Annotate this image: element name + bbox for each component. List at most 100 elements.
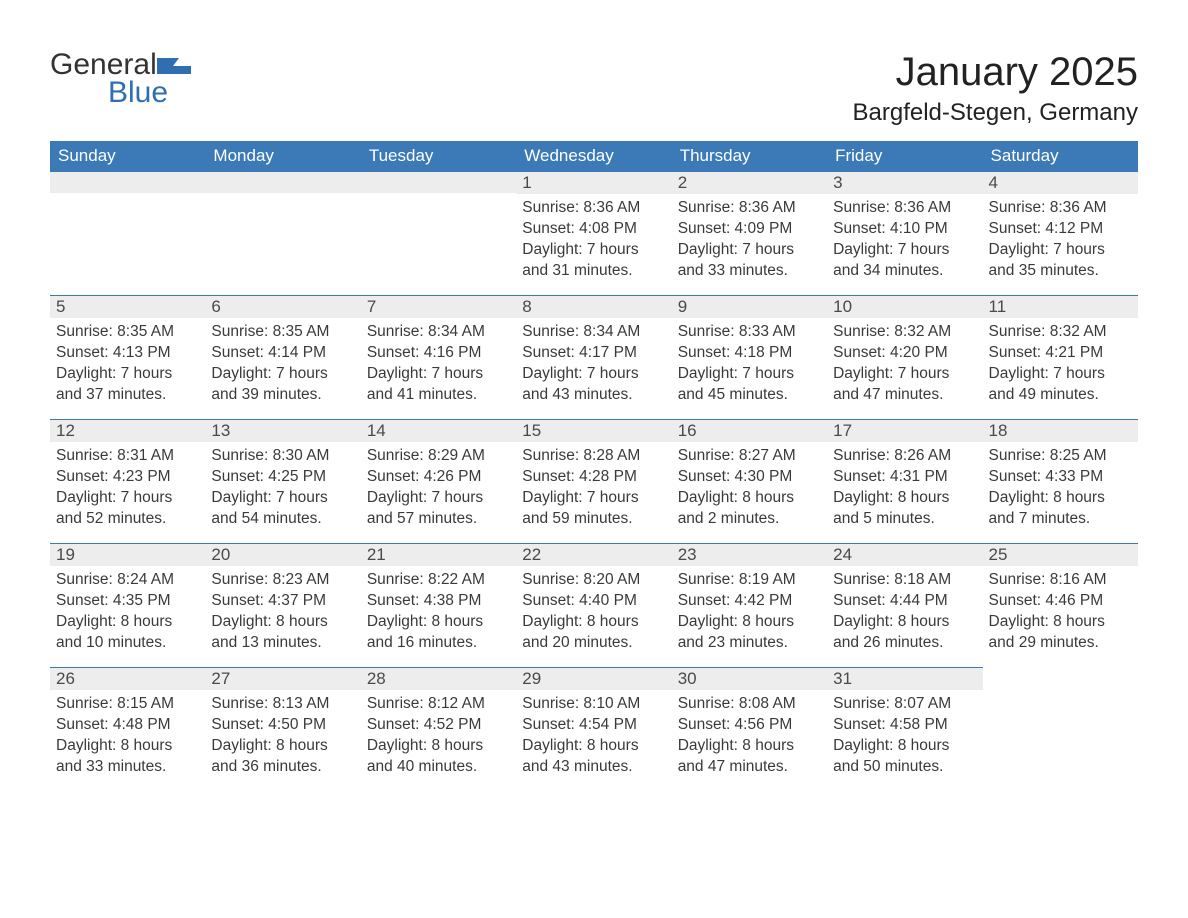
day-data: Sunrise: 8:32 AMSunset: 4:21 PMDaylight:…: [983, 318, 1138, 412]
weekday-header-row: SundayMondayTuesdayWednesdayThursdayFrid…: [50, 141, 1138, 171]
calendar-cell: 26Sunrise: 8:15 AMSunset: 4:48 PMDayligh…: [50, 667, 205, 791]
calendar-cell: 5Sunrise: 8:35 AMSunset: 4:13 PMDaylight…: [50, 295, 205, 419]
day-number: 3: [827, 171, 982, 194]
day-data: Sunrise: 8:35 AMSunset: 4:13 PMDaylight:…: [50, 318, 205, 412]
day-number: 28: [361, 667, 516, 690]
day-number: 10: [827, 295, 982, 318]
day-number: 18: [983, 419, 1138, 442]
empty-cell: [50, 171, 205, 193]
day-number: 13: [205, 419, 360, 442]
day-number: 16: [672, 419, 827, 442]
day-number: 14: [361, 419, 516, 442]
logo-text: General Blue: [50, 50, 191, 108]
calendar-week: 5Sunrise: 8:35 AMSunset: 4:13 PMDaylight…: [50, 295, 1138, 419]
calendar-week: 19Sunrise: 8:24 AMSunset: 4:35 PMDayligh…: [50, 543, 1138, 667]
calendar-cell: [205, 171, 360, 295]
location: Bargfeld-Stegen, Germany: [853, 99, 1138, 127]
calendar-cell: [361, 171, 516, 295]
day-data: Sunrise: 8:23 AMSunset: 4:37 PMDaylight:…: [205, 566, 360, 660]
header: General Blue January 2025 Bargfeld-Stege…: [50, 50, 1138, 127]
calendar-cell: 25Sunrise: 8:16 AMSunset: 4:46 PMDayligh…: [983, 543, 1138, 667]
day-data: Sunrise: 8:08 AMSunset: 4:56 PMDaylight:…: [672, 690, 827, 784]
day-data: Sunrise: 8:36 AMSunset: 4:12 PMDaylight:…: [983, 194, 1138, 288]
calendar-cell: 23Sunrise: 8:19 AMSunset: 4:42 PMDayligh…: [672, 543, 827, 667]
day-number: 19: [50, 543, 205, 566]
calendar-cell: 6Sunrise: 8:35 AMSunset: 4:14 PMDaylight…: [205, 295, 360, 419]
day-data: Sunrise: 8:36 AMSunset: 4:09 PMDaylight:…: [672, 194, 827, 288]
calendar-cell: 16Sunrise: 8:27 AMSunset: 4:30 PMDayligh…: [672, 419, 827, 543]
day-data: Sunrise: 8:28 AMSunset: 4:28 PMDaylight:…: [516, 442, 671, 536]
day-data: Sunrise: 8:12 AMSunset: 4:52 PMDaylight:…: [361, 690, 516, 784]
logo-blue: Blue: [50, 78, 191, 108]
calendar-cell: 30Sunrise: 8:08 AMSunset: 4:56 PMDayligh…: [672, 667, 827, 791]
day-number: 5: [50, 295, 205, 318]
calendar-cell: [50, 171, 205, 295]
day-data: Sunrise: 8:10 AMSunset: 4:54 PMDaylight:…: [516, 690, 671, 784]
day-data: Sunrise: 8:24 AMSunset: 4:35 PMDaylight:…: [50, 566, 205, 660]
day-data: Sunrise: 8:36 AMSunset: 4:10 PMDaylight:…: [827, 194, 982, 288]
day-number: 27: [205, 667, 360, 690]
calendar-table: SundayMondayTuesdayWednesdayThursdayFrid…: [50, 141, 1138, 791]
calendar-cell: 18Sunrise: 8:25 AMSunset: 4:33 PMDayligh…: [983, 419, 1138, 543]
calendar-cell: 28Sunrise: 8:12 AMSunset: 4:52 PMDayligh…: [361, 667, 516, 791]
flag-icon: [157, 52, 191, 74]
calendar-cell: 27Sunrise: 8:13 AMSunset: 4:50 PMDayligh…: [205, 667, 360, 791]
day-number: 9: [672, 295, 827, 318]
weekday-header: Monday: [205, 141, 360, 171]
day-data: Sunrise: 8:27 AMSunset: 4:30 PMDaylight:…: [672, 442, 827, 536]
day-number: 17: [827, 419, 982, 442]
calendar-cell: 7Sunrise: 8:34 AMSunset: 4:16 PMDaylight…: [361, 295, 516, 419]
calendar-cell: 10Sunrise: 8:32 AMSunset: 4:20 PMDayligh…: [827, 295, 982, 419]
day-number: 30: [672, 667, 827, 690]
day-number: 24: [827, 543, 982, 566]
day-number: 26: [50, 667, 205, 690]
calendar-cell: 31Sunrise: 8:07 AMSunset: 4:58 PMDayligh…: [827, 667, 982, 791]
day-number: 6: [205, 295, 360, 318]
day-number: 4: [983, 171, 1138, 194]
calendar-cell: 14Sunrise: 8:29 AMSunset: 4:26 PMDayligh…: [361, 419, 516, 543]
day-data: Sunrise: 8:32 AMSunset: 4:20 PMDaylight:…: [827, 318, 982, 412]
day-number: 11: [983, 295, 1138, 318]
calendar-cell: 8Sunrise: 8:34 AMSunset: 4:17 PMDaylight…: [516, 295, 671, 419]
weekday-header: Tuesday: [361, 141, 516, 171]
day-number: 31: [827, 667, 982, 690]
title-block: January 2025 Bargfeld-Stegen, Germany: [853, 50, 1138, 127]
calendar-cell: 11Sunrise: 8:32 AMSunset: 4:21 PMDayligh…: [983, 295, 1138, 419]
empty-cell: [205, 171, 360, 193]
calendar-week: 1Sunrise: 8:36 AMSunset: 4:08 PMDaylight…: [50, 171, 1138, 295]
calendar-cell: 24Sunrise: 8:18 AMSunset: 4:44 PMDayligh…: [827, 543, 982, 667]
calendar-cell: 4Sunrise: 8:36 AMSunset: 4:12 PMDaylight…: [983, 171, 1138, 295]
day-data: Sunrise: 8:30 AMSunset: 4:25 PMDaylight:…: [205, 442, 360, 536]
calendar-cell: 13Sunrise: 8:30 AMSunset: 4:25 PMDayligh…: [205, 419, 360, 543]
calendar-week: 26Sunrise: 8:15 AMSunset: 4:48 PMDayligh…: [50, 667, 1138, 791]
empty-cell: [361, 171, 516, 193]
calendar-cell: 19Sunrise: 8:24 AMSunset: 4:35 PMDayligh…: [50, 543, 205, 667]
day-number: 21: [361, 543, 516, 566]
day-data: Sunrise: 8:34 AMSunset: 4:16 PMDaylight:…: [361, 318, 516, 412]
calendar-cell: 29Sunrise: 8:10 AMSunset: 4:54 PMDayligh…: [516, 667, 671, 791]
day-number: 7: [361, 295, 516, 318]
calendar-cell: 3Sunrise: 8:36 AMSunset: 4:10 PMDaylight…: [827, 171, 982, 295]
day-number: 20: [205, 543, 360, 566]
calendar-week: 12Sunrise: 8:31 AMSunset: 4:23 PMDayligh…: [50, 419, 1138, 543]
day-data: Sunrise: 8:07 AMSunset: 4:58 PMDaylight:…: [827, 690, 982, 784]
day-data: Sunrise: 8:34 AMSunset: 4:17 PMDaylight:…: [516, 318, 671, 412]
day-number: 2: [672, 171, 827, 194]
calendar-cell: 1Sunrise: 8:36 AMSunset: 4:08 PMDaylight…: [516, 171, 671, 295]
logo: General Blue: [50, 50, 191, 108]
day-data: Sunrise: 8:29 AMSunset: 4:26 PMDaylight:…: [361, 442, 516, 536]
calendar-cell: [983, 667, 1138, 791]
calendar-cell: 2Sunrise: 8:36 AMSunset: 4:09 PMDaylight…: [672, 171, 827, 295]
day-data: Sunrise: 8:22 AMSunset: 4:38 PMDaylight:…: [361, 566, 516, 660]
day-data: Sunrise: 8:31 AMSunset: 4:23 PMDaylight:…: [50, 442, 205, 536]
weekday-header: Sunday: [50, 141, 205, 171]
day-number: 15: [516, 419, 671, 442]
weekday-header: Friday: [827, 141, 982, 171]
day-data: Sunrise: 8:13 AMSunset: 4:50 PMDaylight:…: [205, 690, 360, 784]
weekday-header: Wednesday: [516, 141, 671, 171]
day-data: Sunrise: 8:36 AMSunset: 4:08 PMDaylight:…: [516, 194, 671, 288]
day-data: Sunrise: 8:16 AMSunset: 4:46 PMDaylight:…: [983, 566, 1138, 660]
calendar-cell: 21Sunrise: 8:22 AMSunset: 4:38 PMDayligh…: [361, 543, 516, 667]
day-data: Sunrise: 8:25 AMSunset: 4:33 PMDaylight:…: [983, 442, 1138, 536]
calendar-cell: 17Sunrise: 8:26 AMSunset: 4:31 PMDayligh…: [827, 419, 982, 543]
